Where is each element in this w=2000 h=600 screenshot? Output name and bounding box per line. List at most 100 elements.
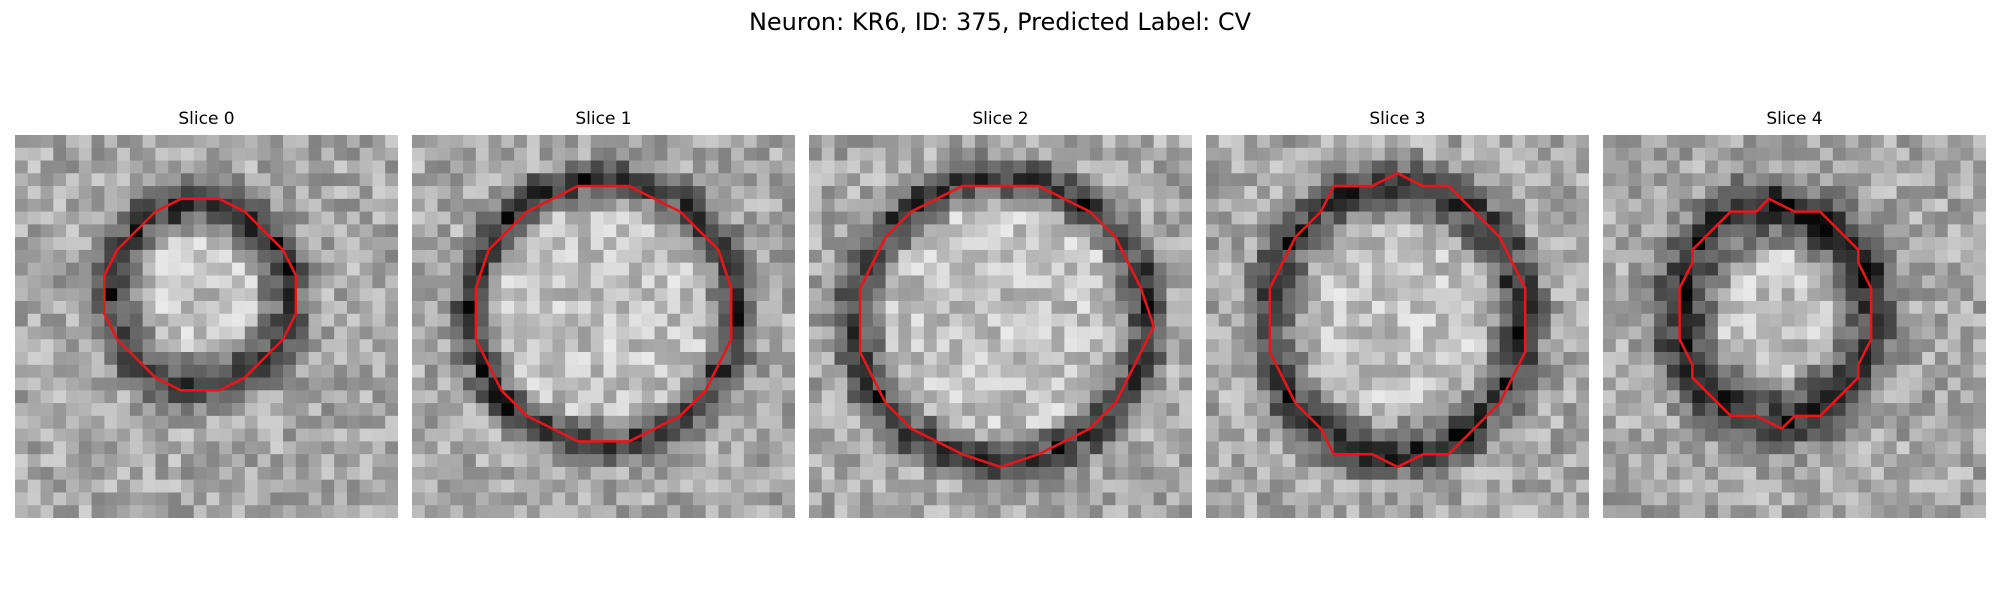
image-pixel bbox=[1896, 505, 1910, 518]
image-pixel bbox=[667, 415, 681, 429]
image-pixel bbox=[1525, 326, 1539, 340]
image-pixel bbox=[206, 364, 220, 378]
image-pixel bbox=[1705, 326, 1719, 340]
image-pixel bbox=[1781, 479, 1795, 493]
image-pixel bbox=[155, 147, 169, 161]
image-pixel bbox=[603, 300, 617, 314]
image-pixel bbox=[1435, 364, 1449, 378]
image-pixel bbox=[27, 300, 41, 314]
image-pixel bbox=[1410, 454, 1424, 468]
image-pixel bbox=[872, 454, 886, 468]
image-pixel bbox=[501, 377, 515, 391]
image-pixel bbox=[1423, 364, 1437, 378]
image-pixel bbox=[1333, 441, 1347, 455]
image-pixel bbox=[1641, 415, 1655, 429]
image-pixel bbox=[1051, 505, 1065, 518]
image-pixel bbox=[437, 415, 451, 429]
image-pixel bbox=[743, 262, 757, 276]
image-pixel bbox=[321, 454, 335, 468]
image-pixel bbox=[424, 147, 438, 161]
image-pixel bbox=[1641, 135, 1655, 149]
image-pixel bbox=[1499, 492, 1513, 506]
image-pixel bbox=[1922, 441, 1936, 455]
image-pixel bbox=[1115, 428, 1129, 442]
image-pixel bbox=[1282, 300, 1296, 314]
image-pixel bbox=[1077, 211, 1091, 225]
image-pixel bbox=[475, 339, 489, 353]
image-pixel bbox=[1499, 339, 1513, 353]
image-pixel bbox=[1537, 211, 1551, 225]
image-pixel bbox=[1563, 505, 1577, 518]
image-pixel bbox=[385, 441, 398, 455]
image-pixel bbox=[450, 403, 464, 417]
image-pixel bbox=[1371, 403, 1385, 417]
image-pixel bbox=[911, 288, 925, 302]
image-pixel bbox=[450, 492, 464, 506]
image-pixel bbox=[987, 160, 1001, 174]
image-pixel bbox=[974, 364, 988, 378]
image-pixel bbox=[1102, 237, 1116, 251]
image-pixel bbox=[1858, 313, 1872, 327]
image-pixel bbox=[372, 377, 386, 391]
image-pixel bbox=[219, 339, 233, 353]
image-pixel bbox=[1102, 160, 1116, 174]
image-pixel bbox=[680, 249, 694, 263]
image-pixel bbox=[1896, 415, 1910, 429]
image-pixel bbox=[424, 211, 438, 225]
image-pixel bbox=[1166, 135, 1180, 149]
image-pixel bbox=[1397, 262, 1411, 276]
image-pixel bbox=[692, 492, 706, 506]
image-pixel bbox=[911, 300, 925, 314]
image-pixel bbox=[1038, 339, 1052, 353]
image-pixel bbox=[539, 135, 553, 149]
image-pixel bbox=[1423, 186, 1437, 200]
image-pixel bbox=[244, 173, 258, 187]
image-pixel bbox=[1807, 390, 1821, 404]
image-pixel bbox=[1218, 135, 1232, 149]
image-pixel bbox=[885, 186, 899, 200]
image-pixel bbox=[1026, 313, 1040, 327]
image-pixel bbox=[142, 262, 156, 276]
image-pixel bbox=[705, 326, 719, 340]
image-pixel bbox=[385, 288, 398, 302]
image-pixel bbox=[1858, 237, 1872, 251]
image-pixel bbox=[193, 390, 207, 404]
image-pixel bbox=[603, 262, 617, 276]
image-pixel bbox=[1934, 249, 1948, 263]
image-pixel bbox=[1576, 249, 1589, 263]
image-pixel bbox=[1934, 147, 1948, 161]
image-pixel bbox=[1756, 339, 1770, 353]
image-pixel bbox=[488, 186, 502, 200]
image-pixel bbox=[1717, 377, 1731, 391]
image-pixel bbox=[437, 403, 451, 417]
image-pixel bbox=[40, 262, 54, 276]
image-pixel bbox=[1512, 479, 1526, 493]
image-pixel bbox=[1692, 211, 1706, 225]
image-pixel bbox=[692, 249, 706, 263]
image-pixel bbox=[616, 403, 630, 417]
image-pixel bbox=[437, 428, 451, 442]
image-pixel bbox=[1845, 441, 1859, 455]
image-pixel bbox=[911, 352, 925, 366]
image-pixel bbox=[372, 326, 386, 340]
image-pixel bbox=[1537, 135, 1551, 149]
image-pixel bbox=[412, 275, 426, 289]
image-pixel bbox=[27, 377, 41, 391]
image-pixel bbox=[1474, 326, 1488, 340]
image-pixel bbox=[1384, 428, 1398, 442]
image-pixel bbox=[1550, 466, 1564, 480]
image-pixel bbox=[654, 224, 668, 238]
image-pixel bbox=[1384, 198, 1398, 212]
image-pixel bbox=[1730, 415, 1744, 429]
image-pixel bbox=[1371, 390, 1385, 404]
image-pixel bbox=[1781, 160, 1795, 174]
image-pixel bbox=[923, 211, 937, 225]
image-pixel bbox=[1820, 415, 1834, 429]
image-pixel bbox=[270, 441, 284, 455]
image-pixel bbox=[91, 173, 105, 187]
image-pixel bbox=[1525, 505, 1539, 518]
image-pixel bbox=[847, 198, 861, 212]
image-pixel bbox=[488, 313, 502, 327]
image-pixel bbox=[705, 377, 719, 391]
image-pixel bbox=[104, 262, 118, 276]
